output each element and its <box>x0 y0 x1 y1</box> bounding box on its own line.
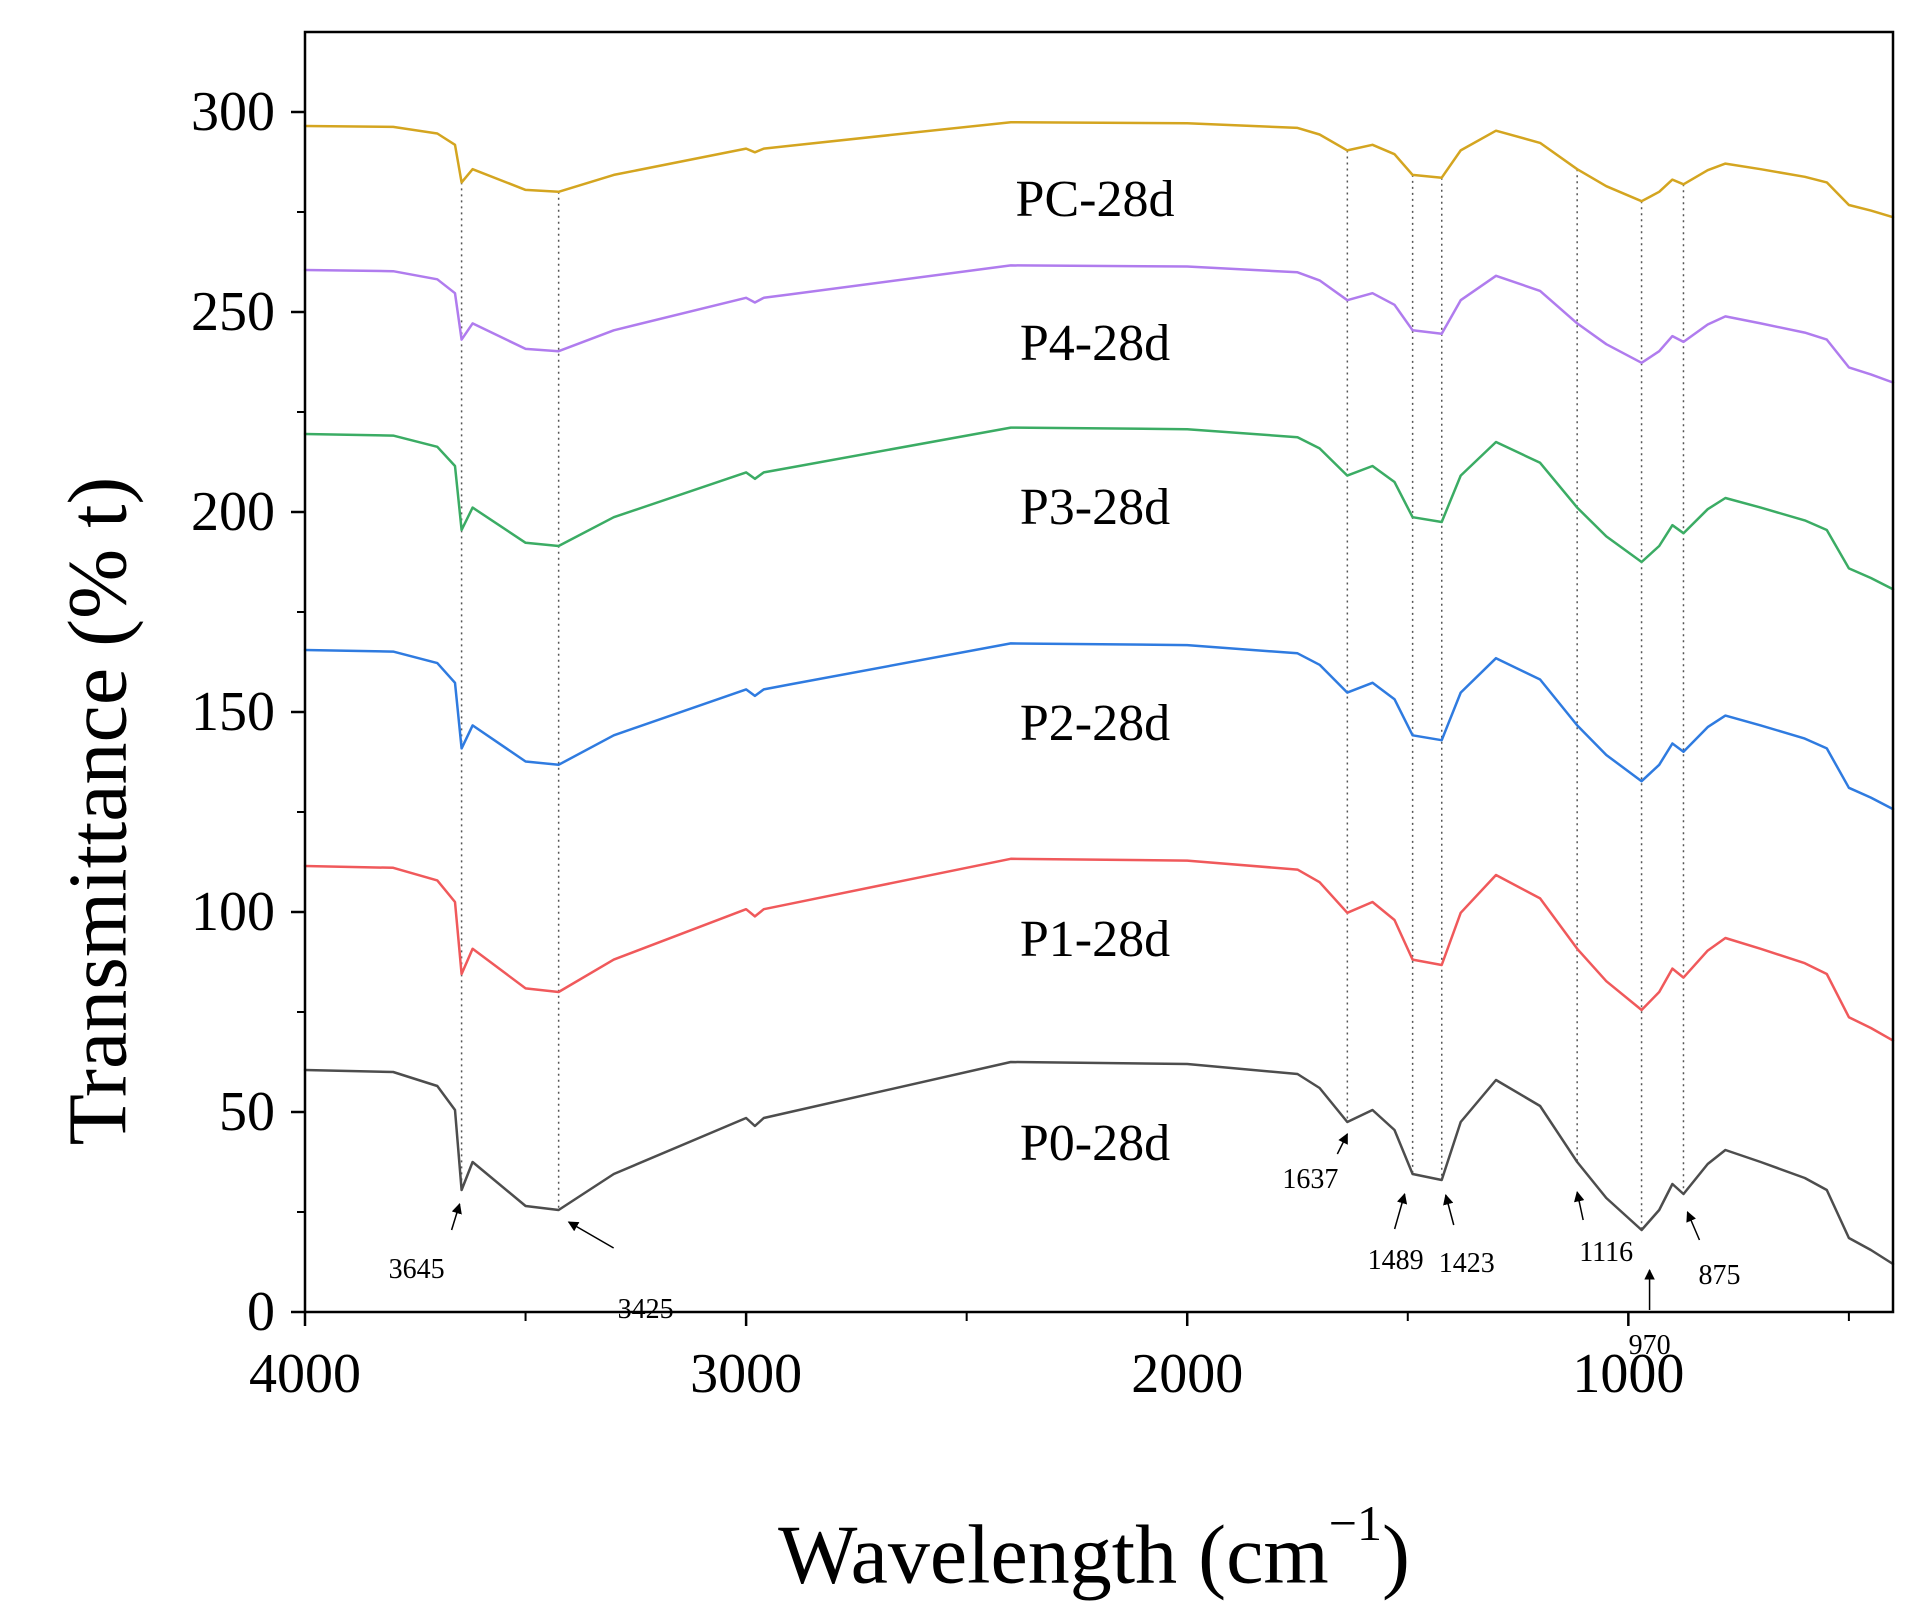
plot-frame <box>303 30 1895 1314</box>
series-label-PC-28d: PC-28d <box>1016 171 1175 228</box>
x-tick-label-4000: 4000 <box>249 1343 361 1405</box>
annotation-arrow-3645 <box>450 1202 462 1231</box>
annotation-label-3645: 3645 <box>389 1254 445 1285</box>
series-label-P4-28d: P4-28d <box>1020 315 1170 372</box>
y-tick-label-0: 0 <box>247 1281 275 1343</box>
series-label-P2-28d: P2-28d <box>1020 695 1170 752</box>
annotation-arrow-3425 <box>567 1221 615 1249</box>
annotation-arrow-875 <box>1686 1211 1701 1241</box>
x-axis-label-close: ) <box>1381 1508 1410 1602</box>
series-label-P3-28d: P3-28d <box>1020 479 1170 536</box>
series-group <box>303 120 1895 1266</box>
annotation-arrow-1116 <box>1574 1190 1585 1221</box>
series-line-P0-28d <box>303 1060 1895 1266</box>
y-tick-label-150: 150 <box>191 681 275 743</box>
y-tick-label-200: 200 <box>191 481 275 543</box>
series-label-P0-28d: P0-28d <box>1020 1115 1170 1172</box>
y-tick-label-100: 100 <box>191 881 275 943</box>
annotation-arrow-1423 <box>1443 1193 1455 1226</box>
peak-guide-lines <box>460 150 1685 1230</box>
series-line-P2-28d <box>303 642 1895 811</box>
annotation-label-3425: 3425 <box>618 1294 674 1325</box>
peak-annotations: 3645 3425 1637 1489 1423 1116 970 875 <box>389 1133 1740 1361</box>
y-tick-label-250: 250 <box>191 281 275 343</box>
x-axis-label: Wavelength (cm−1) <box>778 1498 1410 1604</box>
series-line-P3-28d <box>303 426 1895 591</box>
series-labels: P0-28d P1-28d P2-28d P3-28d P4-28d PC-28d <box>1016 171 1175 1172</box>
annotation-label-1489: 1489 <box>1368 1245 1424 1276</box>
annotation-arrow-1489 <box>1393 1192 1408 1230</box>
x-tick-label-1000: 1000 <box>1572 1343 1684 1405</box>
y-tick-label-50: 50 <box>219 1081 275 1143</box>
series-label-P1-28d: P1-28d <box>1020 911 1170 968</box>
annotation-label-1637: 1637 <box>1282 1164 1338 1195</box>
y-axis-label: Transmittance (% t) <box>51 476 145 1146</box>
x-tick-label-2000: 2000 <box>1131 1343 1243 1405</box>
annotation-arrow-1637 <box>1336 1133 1349 1155</box>
y-tick-label-300: 300 <box>191 81 275 143</box>
x-tick-label-3000: 3000 <box>690 1343 802 1405</box>
series-line-P4-28d <box>303 264 1895 384</box>
annotation-label-875: 875 <box>1698 1260 1740 1291</box>
x-axis-label-base: Wavelength (cm <box>778 1508 1329 1602</box>
series-line-P1-28d <box>303 857 1895 1042</box>
x-axis-label-exponent: −1 <box>1328 1495 1382 1551</box>
annotation-label-970: 970 <box>1629 1330 1671 1361</box>
annotation-label-1423: 1423 <box>1439 1248 1495 1279</box>
series-line-PC-28d <box>303 120 1895 219</box>
annotation-label-1116: 1116 <box>1579 1237 1633 1268</box>
axes: 0 50 100 150 200 250 300 4000 3000 2000 1000 <box>191 30 1895 1405</box>
